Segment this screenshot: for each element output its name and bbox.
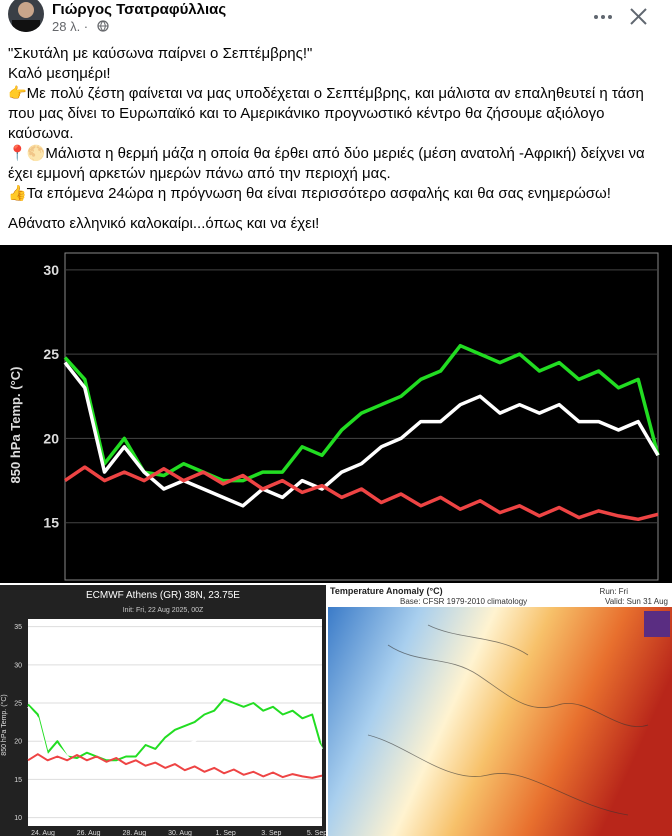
- y-tick-label: 15: [43, 515, 59, 531]
- series-line: [63, 361, 660, 508]
- x-tick-label: 1. Sep: [216, 830, 236, 836]
- post-header: Γιώργος Τσατραφύλλιας 28 λ. ·: [6, 0, 647, 36]
- y-tick-label: 30: [43, 262, 59, 278]
- y-axis-label: 850 hPa Temp. (°C): [8, 367, 23, 484]
- y-tick-label: 30: [14, 662, 22, 669]
- coastlines: [367, 624, 649, 816]
- y-axis-label: 850 hPa Temp. (°C): [0, 694, 8, 755]
- map-header: [328, 585, 672, 607]
- y-tick-label: 25: [14, 700, 22, 707]
- author-name[interactable]: Γιώργος Τσατραφύλλιας: [52, 1, 226, 18]
- map-run: Run: Fri: [600, 587, 629, 596]
- avatar[interactable]: [6, 0, 46, 36]
- y-tick-label: 10: [14, 815, 22, 822]
- x-tick-label: 3. Sep: [261, 830, 281, 836]
- paragraph: Καλό μεσημέρι!: [8, 65, 111, 82]
- paragraph: "Σκυτάλη με καύσωνα παίρνει ο Σεπτέμβρης…: [8, 45, 313, 62]
- paragraph: 📍🌕Μάλιστα η θερμή μάζα η οποία θα έρθει …: [8, 145, 645, 182]
- more-button[interactable]: [594, 15, 612, 19]
- paragraph: 👉Με πολύ ζέστη φαίνεται να μας υποδέχετα…: [8, 85, 644, 142]
- map-base: Base: CFSR 1979-2010 climatology: [400, 597, 527, 606]
- map-title: Temperature Anomaly (°C): [330, 586, 443, 596]
- logo: [644, 611, 670, 637]
- x-tick-label: 5. Sep: [307, 830, 326, 836]
- meteogram-image[interactable]: ECMWF Athens (GR) 38N, 23.75E Init: Fri,…: [0, 585, 326, 836]
- x-tick-label: 24. Aug: [31, 830, 55, 836]
- chart-title: ECMWF Athens (GR) 38N, 23.75E: [86, 590, 240, 601]
- plot-area: [28, 619, 322, 826]
- anomaly-map-image[interactable]: Temperature Anomaly (°C) Base: CFSR 1979…: [328, 585, 672, 836]
- y-tick-label: 25: [43, 346, 59, 362]
- y-tick-label: 20: [14, 739, 22, 746]
- x-tick-label: 28. Aug: [122, 830, 146, 836]
- chart-subtitle: Init: Fri, 22 Aug 2025, 00Z: [123, 607, 204, 614]
- y-tick-label: 15: [14, 777, 22, 784]
- series-line: [27, 706, 323, 773]
- series-line: [27, 753, 323, 779]
- y-tick-label: 20: [43, 430, 59, 446]
- paragraph: 👍Τα επόμενα 24ώρα η πρόγνωση θα είναι πε…: [8, 185, 611, 202]
- image-background: [0, 245, 672, 583]
- x-tick-label: 26. Aug: [77, 830, 101, 836]
- globe-icon: [97, 20, 109, 32]
- post-time[interactable]: 28 λ. ·: [52, 19, 88, 34]
- series-line: [64, 465, 659, 522]
- series-line: [63, 343, 660, 483]
- y-tick-label: 35: [14, 624, 22, 631]
- plot-frame: [64, 252, 659, 581]
- post-text: "Σκυτάλη με καύσωνα παίρνει ο Σεπτέμβρης…: [8, 44, 660, 234]
- series-line: [27, 698, 323, 762]
- ensemble-chart-image[interactable]: 850 hPa Temp. (°C) 15 20 25 30: [0, 245, 672, 583]
- map-valid: Valid: Sun 31 Aug: [605, 597, 668, 606]
- map-field: [328, 607, 672, 836]
- close-button[interactable]: [630, 8, 647, 25]
- paragraph: Αθάνατο ελληνικό καλοκαίρι...όπως και να…: [8, 215, 320, 232]
- x-tick-label: 30. Aug: [168, 830, 192, 836]
